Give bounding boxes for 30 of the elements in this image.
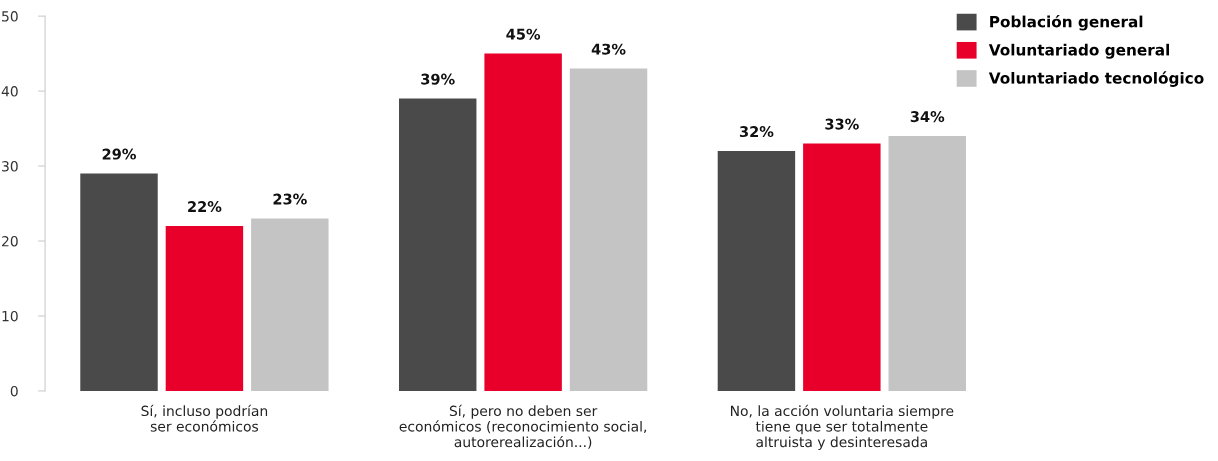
bar [888, 136, 966, 391]
data-label: 39% [421, 73, 455, 85]
bar [803, 143, 881, 391]
bar [484, 53, 562, 391]
x-tick-label: Sí, incluso podrían ser económicos [141, 404, 268, 432]
y-tick-label: 50 [2, 11, 18, 22]
bar [398, 98, 477, 391]
data-label: 45% [506, 28, 541, 40]
bar [251, 218, 329, 391]
bar [717, 151, 796, 391]
legend-label: Voluntariado tecnológico [988, 71, 1204, 87]
data-label: 34% [910, 111, 945, 123]
data-label: 33% [825, 118, 859, 130]
data-label: 22% [188, 201, 222, 213]
bar [569, 68, 648, 391]
y-tick-label: 10 [2, 310, 18, 322]
legend-label: Población general [990, 14, 1143, 31]
x-tick-label: No, la acción voluntaria siempre tiene que ser totalmente altruista y desinteresada [730, 404, 954, 450]
x-tick-label: Sí, pero no deben ser económicos (reconocimiento social, autorerealización...) [399, 404, 647, 449]
bar [165, 226, 244, 391]
data-label: 23% [273, 193, 307, 205]
data-label: 29% [102, 148, 136, 160]
legend-label: Voluntariado general [988, 43, 1170, 59]
bar [80, 173, 158, 391]
y-tick-label: 40 [1, 86, 18, 97]
y-tick-label: 0 [10, 385, 18, 397]
y-tick-label: 30 [2, 161, 18, 172]
data-label: 43% [591, 43, 626, 55]
data-label: 32% [739, 126, 774, 138]
y-tick-label: 20 [2, 235, 18, 247]
